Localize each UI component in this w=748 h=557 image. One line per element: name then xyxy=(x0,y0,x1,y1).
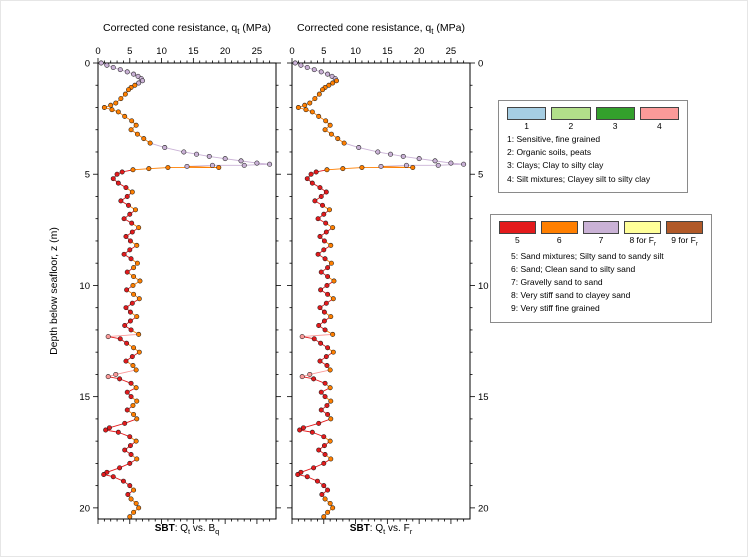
svg-text:15: 15 xyxy=(188,46,199,57)
legend-item-9: 9 for Fr xyxy=(666,221,703,248)
svg-text:5: 5 xyxy=(127,46,132,57)
legend-item-6: 6 xyxy=(540,221,578,248)
legend-swatch-label-1: 1 xyxy=(524,121,529,131)
svg-text:10: 10 xyxy=(350,46,361,57)
legend-swatch-1 xyxy=(507,107,547,120)
legend-swatch-5 xyxy=(499,221,536,234)
panel-subtitle-sbt-fr: SBT: Qt vs. Fr xyxy=(349,523,413,536)
panel-subtitle-sbt-bq: SBT: Qt vs. Bq xyxy=(154,523,220,536)
legend-swatch-label-3: 3 xyxy=(612,121,618,131)
svg-text:0: 0 xyxy=(85,59,90,70)
legend-item-5: 5 xyxy=(499,221,536,248)
svg-text:5: 5 xyxy=(85,170,90,181)
legend-swatch-row: 5 6 7 8 for Fr 9 for Fr xyxy=(499,221,703,248)
legend-swatch-label-7: 7 xyxy=(598,235,604,245)
legend-line: 9: Very stiff fine grained xyxy=(511,303,600,314)
legend-swatch-8 xyxy=(624,221,662,234)
legend-line: 6: Sand; Clean sand to silty sand xyxy=(511,263,636,274)
legend-swatch-7 xyxy=(582,221,620,234)
legend-swatch-label-2: 2 xyxy=(568,121,574,131)
svg-text:10: 10 xyxy=(478,281,489,292)
legend-line: 2: Organic soils, peats xyxy=(507,147,592,158)
svg-text:5: 5 xyxy=(478,170,483,181)
legend-swatch-label-8: 8 for Fr xyxy=(629,235,657,248)
legend-line: 5: Sand mixtures; Silty sand to sandy si… xyxy=(511,250,664,261)
legend-item-8: 8 for Fr xyxy=(624,221,662,248)
svg-text:10: 10 xyxy=(79,281,90,292)
svg-text:0: 0 xyxy=(95,46,100,57)
svg-text:15: 15 xyxy=(382,46,393,57)
cpt-panel-bq: 0 5 10 15 20 25 0 5 10 15 20 xyxy=(79,46,281,524)
svg-text:10: 10 xyxy=(156,46,167,57)
svg-text:20: 20 xyxy=(220,46,231,57)
legend-swatch-row: 1 2 3 4 xyxy=(507,107,679,131)
svg-text:15: 15 xyxy=(79,392,90,403)
legend-swatch-label-4: 4 xyxy=(657,121,662,131)
legend-swatch-3 xyxy=(595,107,635,120)
legend-swatch-label-5: 5 xyxy=(515,235,520,245)
legend-swatch-label-9: 9 for Fr xyxy=(671,235,698,248)
legend-swatch-4 xyxy=(639,107,679,120)
legend-item-1: 1 xyxy=(507,107,547,131)
svg-text:0: 0 xyxy=(478,59,483,70)
svg-text:5: 5 xyxy=(321,46,326,57)
legend-line: 8: Very stiff sand to clayey sand xyxy=(511,290,631,301)
legend-item-7: 7 xyxy=(582,221,620,248)
legend-line: 3: Clays; Clay to silty clay xyxy=(507,160,604,171)
x-axis-title-left-panel: Corrected cone resistance, qt (MPa) xyxy=(103,22,271,37)
svg-text:15: 15 xyxy=(478,392,489,403)
x-axis-title-right-panel: Corrected cone resistance, qt (MPa) xyxy=(297,22,465,37)
legend-swatch-2 xyxy=(551,107,591,120)
svg-text:0: 0 xyxy=(289,46,294,57)
cpt-panel-fr: 0 5 10 15 20 25 0 5 10 15 20 xyxy=(287,46,489,524)
sbt-legend-classes-1-4: 1 2 3 4 1: Sensitive, fine grained 2: Or… xyxy=(498,100,688,193)
legend-item-3: 3 xyxy=(595,107,635,131)
legend-line: 4: Silt mixtures; Clayey silt to silty c… xyxy=(507,173,651,184)
legend-line: 7: Gravelly sand to sand xyxy=(511,277,603,288)
legend-swatch-9 xyxy=(666,221,703,234)
svg-text:20: 20 xyxy=(79,503,90,514)
legend-item-4: 4 xyxy=(639,107,679,131)
legend-swatch-6 xyxy=(540,221,578,234)
svg-text:25: 25 xyxy=(446,46,457,57)
y-axis-label: Depth below seafloor, z (m) xyxy=(48,227,60,355)
sbt-legend-classes-5-9: 5 6 7 8 for Fr 9 for Fr 5: Sand mixtures… xyxy=(490,214,712,323)
svg-text:20: 20 xyxy=(414,46,425,57)
svg-text:20: 20 xyxy=(478,503,489,514)
legend-item-2: 2 xyxy=(551,107,591,131)
svg-text:25: 25 xyxy=(252,46,263,57)
legend-swatch-label-6: 6 xyxy=(556,235,562,245)
legend-line: 1: Sensitive, fine grained xyxy=(507,134,601,144)
